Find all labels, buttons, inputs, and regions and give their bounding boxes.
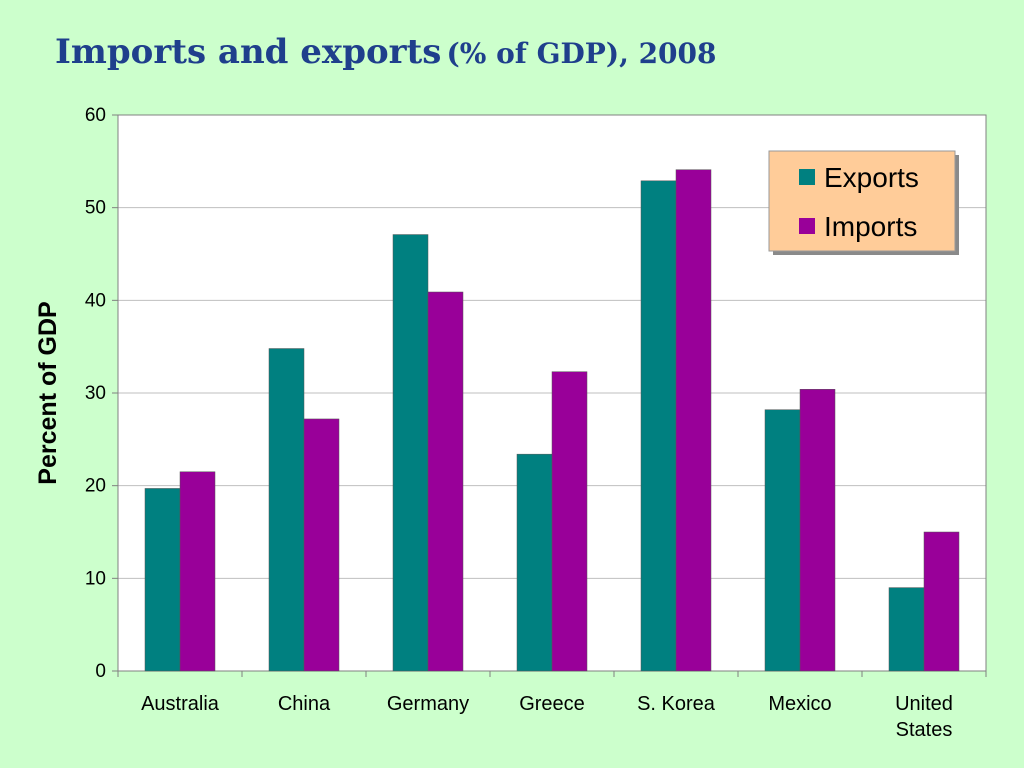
x-category-label: United bbox=[895, 693, 953, 715]
x-category-label: S. Korea bbox=[637, 693, 716, 715]
x-category-label: States bbox=[896, 719, 953, 741]
slide-title-sub: (% of GDP), 2008 bbox=[446, 37, 717, 70]
legend-label-imports: Imports bbox=[824, 211, 917, 242]
y-tick-label: 40 bbox=[85, 290, 106, 311]
y-tick-label: 0 bbox=[95, 661, 106, 682]
slide-title: Imports and exports (% of GDP), 2008 bbox=[55, 32, 717, 72]
bar-exports bbox=[888, 587, 925, 672]
legend-swatch-imports bbox=[799, 218, 815, 234]
y-tick-label: 20 bbox=[85, 476, 106, 497]
bar-exports bbox=[144, 488, 181, 672]
bar-exports bbox=[764, 409, 801, 672]
bar-imports bbox=[923, 531, 960, 672]
legend-label-exports: Exports bbox=[824, 162, 919, 193]
y-tick-label: 10 bbox=[85, 568, 106, 589]
y-axis-label: Percent of GDP bbox=[34, 301, 62, 484]
bar-exports bbox=[268, 348, 305, 672]
x-category-label: Australia bbox=[141, 693, 220, 715]
x-category-label: Mexico bbox=[768, 693, 831, 715]
x-category-label: Greece bbox=[519, 693, 585, 715]
bar-exports bbox=[640, 180, 677, 672]
x-category-label: China bbox=[278, 693, 331, 715]
bar-exports bbox=[392, 234, 429, 672]
bar-imports bbox=[675, 169, 712, 672]
bar-imports bbox=[551, 371, 588, 672]
legend-swatch-exports bbox=[799, 169, 815, 185]
legend-box bbox=[768, 150, 956, 252]
bar-imports bbox=[179, 471, 216, 672]
bar-imports bbox=[799, 389, 836, 672]
y-tick-label: 60 bbox=[85, 105, 106, 126]
y-tick-label: 50 bbox=[85, 198, 106, 219]
x-category-label: Germany bbox=[387, 693, 469, 715]
slide-title-main: Imports and exports bbox=[55, 32, 442, 72]
y-tick-label: 30 bbox=[85, 383, 106, 404]
bar-exports bbox=[516, 453, 553, 672]
bar-imports bbox=[303, 418, 340, 672]
bar-imports bbox=[427, 291, 464, 672]
